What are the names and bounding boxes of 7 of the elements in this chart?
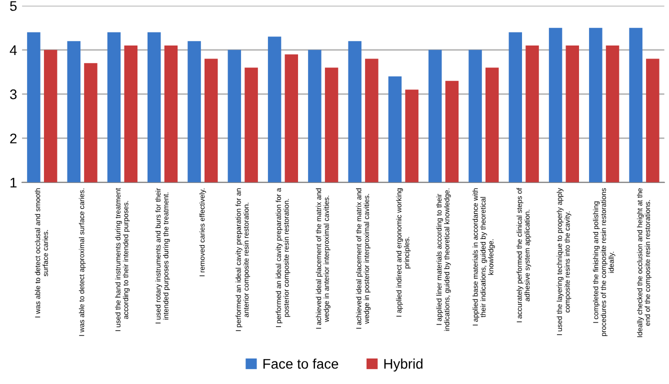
y-tick-label: 5 <box>10 1 17 11</box>
y-tick-label: 3 <box>10 89 17 100</box>
y-tick-label: 2 <box>10 134 17 144</box>
y-tick-label: 4 <box>10 45 17 55</box>
y-tick-label: 1 <box>10 178 17 188</box>
legend-label: Face to face <box>263 358 338 369</box>
legend-label: Hybrid <box>384 358 422 372</box>
